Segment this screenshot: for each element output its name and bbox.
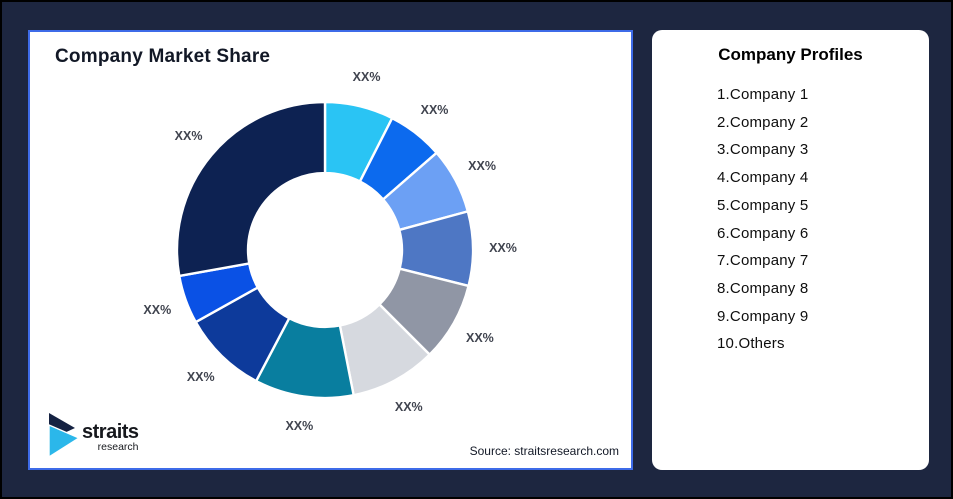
profile-item-10: 10.Others: [717, 335, 785, 353]
segment-label-company-9: XX%: [143, 302, 172, 317]
donut-chart: XX% XX% XX% XX% XX% XX% XX% XX% XX% XX%: [135, 60, 517, 440]
segment-label-company-6: XX%: [394, 400, 423, 415]
segment-label-company-2: XX%: [420, 102, 449, 117]
logo-text: straits research: [82, 422, 139, 453]
source-note: Source: straitsresearch.com: [469, 444, 619, 458]
segment-label-others: XX%: [174, 128, 203, 143]
profile-item-8: 8.Company 8: [717, 279, 809, 297]
profile-item-9: 9.Company 9: [717, 307, 809, 325]
company-profiles-card: Company Profiles 1.Company 1 2.Company 2 3…: [652, 30, 929, 470]
profile-item-5: 5.Company 5: [717, 196, 809, 214]
straits-research-logo: straits research: [47, 412, 139, 463]
logo-subname: research: [97, 441, 139, 453]
segment-label-company-4: XX%: [489, 241, 517, 256]
straits-logo-icon: [47, 412, 81, 463]
segment-label-company-8: XX%: [186, 370, 215, 385]
market-share-card: Company Market Share XX% XX% XX% XX% XX% XX% X…: [28, 30, 633, 470]
profile-item-3: 3.Company 3: [717, 141, 809, 159]
logo-name: straits: [82, 421, 139, 443]
profile-item-2: 2.Company 2: [717, 113, 809, 131]
profile-item-1: 1.Company 1: [717, 86, 809, 103]
chart-title: Company Market Share: [55, 46, 271, 67]
profile-item-7: 7.Company 7: [717, 252, 809, 270]
segment-label-company-5: XX%: [465, 330, 494, 345]
profiles-list: 1.Company 1 2.Company 2 3.Company 3 4.Compa…: [652, 81, 929, 358]
segment-label-company-7: XX%: [285, 419, 314, 434]
profiles-title: Company Profiles: [718, 45, 863, 64]
donut-segment-others: [175, 100, 327, 278]
profile-item-4: 4.Company 4: [717, 169, 809, 187]
profile-item-6: 6.Company 6: [717, 224, 809, 242]
segment-label-company-3: XX%: [468, 159, 496, 174]
segment-label-company-1: XX%: [352, 69, 381, 84]
